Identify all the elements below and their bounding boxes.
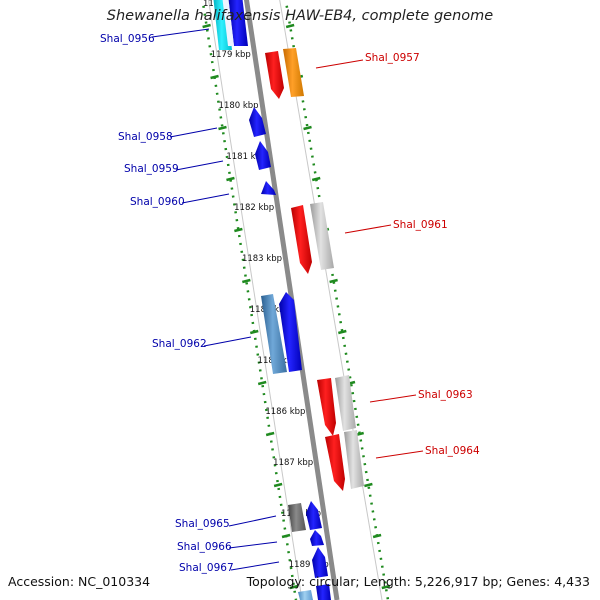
leader-shal-0964 — [375, 450, 424, 459]
tick-dash-left — [242, 278, 251, 284]
gene-label-shal-0961: Shal_0961 — [393, 219, 448, 231]
tick-dash-left — [234, 227, 243, 233]
page-title: Shewanella halifaxensis HAW-EB4, complet… — [106, 8, 494, 24]
gene-arrow-shal-0966 — [310, 530, 324, 546]
gene-arrow-white-top — [222, 0, 234, 46]
gene-label-shal-0958: Shal_0958 — [118, 131, 173, 143]
tick-dash-right — [311, 176, 321, 182]
kbp-label: 1187 kbp — [273, 458, 313, 468]
leader-shal-0958 — [169, 127, 218, 138]
leader-shal-0963 — [369, 394, 417, 403]
leader-shal-0957 — [315, 59, 364, 69]
gene-label-shal-0964: Shal_0964 — [425, 445, 480, 457]
kbp-label: 1182 kbp — [234, 203, 274, 213]
tick-dash-right — [329, 278, 338, 284]
tick-dash-right — [303, 125, 312, 131]
gene-arrow-bottom-light — [298, 590, 313, 600]
gene-label-shal-0962: Shal_0962 — [152, 338, 207, 350]
tick-dash-left — [257, 380, 267, 386]
gene-arrow-shal-0957-orange — [283, 48, 304, 97]
kbp-label: 1181 kbp — [226, 152, 266, 162]
gene-arrow-shal-0962-steel — [261, 294, 287, 374]
gene-arrow-bottom-blue — [316, 584, 331, 600]
gene-arrow-shal-0956-blue — [228, 0, 248, 46]
leader-shal-0962 — [203, 336, 252, 347]
tick-dash-left — [281, 533, 291, 539]
tick-dash-right — [338, 329, 347, 335]
gene-arrow-shal-0960 — [261, 181, 276, 195]
kbp-label: 1180 kbp — [219, 101, 259, 111]
tick-dash-left — [273, 482, 283, 488]
gene-label-shal-0967: Shal_0967 — [179, 562, 234, 574]
gene-arrow-shal-0958 — [249, 107, 266, 137]
tick-dash-right — [285, 23, 295, 29]
frame-edge-left — [208, 0, 303, 600]
leader-shal-0967 — [230, 561, 280, 571]
leader-shal-0956 — [151, 28, 210, 38]
genome-summary-text: Topology: circular; Length: 5,226,917 bp… — [246, 574, 590, 589]
tick-dash-left — [249, 329, 259, 335]
tick-dash-left — [210, 74, 219, 80]
leader-shal-0966 — [228, 541, 278, 549]
gene-arrow-shal-0961-red — [291, 205, 312, 274]
gene-arrow-shal-0963-red — [317, 378, 336, 436]
kbp-label: 1189 kbp — [289, 560, 329, 570]
gene-arrow-shal-0963-gray — [335, 375, 356, 431]
leader-shal-0960 — [181, 193, 230, 204]
gene-arrow-shal-0961-gray — [310, 202, 334, 270]
gene-arrow-shal-0964-red — [325, 434, 345, 491]
gene-label-shal-0959: Shal_0959 — [124, 163, 179, 175]
gene-label-shal-0960: Shal_0960 — [130, 196, 185, 208]
tick-dash-right — [381, 584, 391, 590]
gene-arrow-shal-0959 — [255, 141, 271, 170]
gene-label-shal-0966: Shal_0966 — [177, 541, 232, 553]
gene-label-shal-0956: Shal_0956 — [100, 33, 155, 45]
tick-dash-left — [265, 431, 275, 437]
tick-dash-right — [364, 482, 373, 488]
gene-label-shal-0965: Shal_0965 — [175, 518, 230, 530]
tick-dash-left — [218, 125, 227, 131]
leader-shal-0961 — [344, 224, 392, 234]
tick-dash-left — [226, 176, 235, 182]
gene-arrow-shal-0967 — [312, 547, 328, 578]
gene-label-shal-0957: Shal_0957 — [365, 52, 420, 64]
gene-labels: Shal_0956 Shal_0957 Shal_0958 Shal_0959 … — [100, 33, 480, 574]
tick-dash-left — [202, 23, 211, 29]
gene-arrow-shal-0965-dark — [288, 503, 306, 532]
gene-label-shal-0963: Shal_0963 — [418, 389, 473, 401]
kbp-label: 1183 kbp — [242, 254, 282, 264]
gene-arrow-shal-0964-gray — [344, 430, 364, 489]
accession-text: Accession: NC_010334 — [8, 574, 151, 589]
kbp-label: 1179 kbp — [211, 50, 251, 60]
leader-shal-0959 — [175, 160, 224, 171]
leader-shal-0965 — [228, 515, 277, 527]
gene-arrow-shal-0962-blue — [279, 292, 302, 372]
tick-dash-right — [372, 533, 382, 539]
kbp-label: 1186 kbp — [265, 407, 305, 417]
leader-lines — [151, 28, 424, 571]
genome-backbone — [243, 0, 340, 600]
gene-arrow-shal-0965-blue — [306, 501, 322, 530]
tick-dash-left — [289, 584, 299, 590]
gene-arrow-shal-0957-red — [265, 51, 284, 99]
gene-features — [213, 0, 364, 600]
